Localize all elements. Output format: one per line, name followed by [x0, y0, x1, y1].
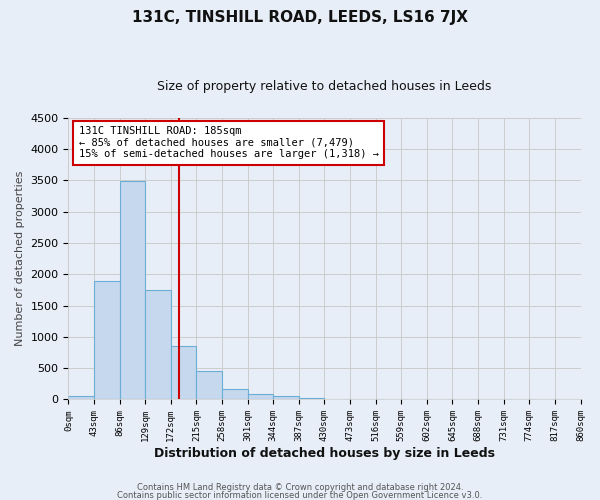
- Title: Size of property relative to detached houses in Leeds: Size of property relative to detached ho…: [157, 80, 491, 93]
- Bar: [119, 181, 145, 400]
- Bar: [222, 388, 248, 400]
- Bar: [196, 372, 222, 400]
- Text: 131C, TINSHILL ROAD, LEEDS, LS16 7JX: 131C, TINSHILL ROAD, LEEDS, LS16 7JX: [132, 10, 468, 25]
- Bar: [145, 290, 171, 400]
- Bar: [248, 394, 273, 400]
- Bar: [171, 346, 196, 400]
- Bar: [299, 398, 325, 400]
- Text: Contains public sector information licensed under the Open Government Licence v3: Contains public sector information licen…: [118, 490, 482, 500]
- X-axis label: Distribution of detached houses by size in Leeds: Distribution of detached houses by size …: [154, 447, 495, 460]
- Y-axis label: Number of detached properties: Number of detached properties: [15, 171, 25, 346]
- Bar: [94, 280, 119, 400]
- Text: Contains HM Land Registry data © Crown copyright and database right 2024.: Contains HM Land Registry data © Crown c…: [137, 484, 463, 492]
- Bar: [273, 396, 299, 400]
- Text: 131C TINSHILL ROAD: 185sqm
← 85% of detached houses are smaller (7,479)
15% of s: 131C TINSHILL ROAD: 185sqm ← 85% of deta…: [79, 126, 379, 160]
- Bar: [68, 396, 94, 400]
